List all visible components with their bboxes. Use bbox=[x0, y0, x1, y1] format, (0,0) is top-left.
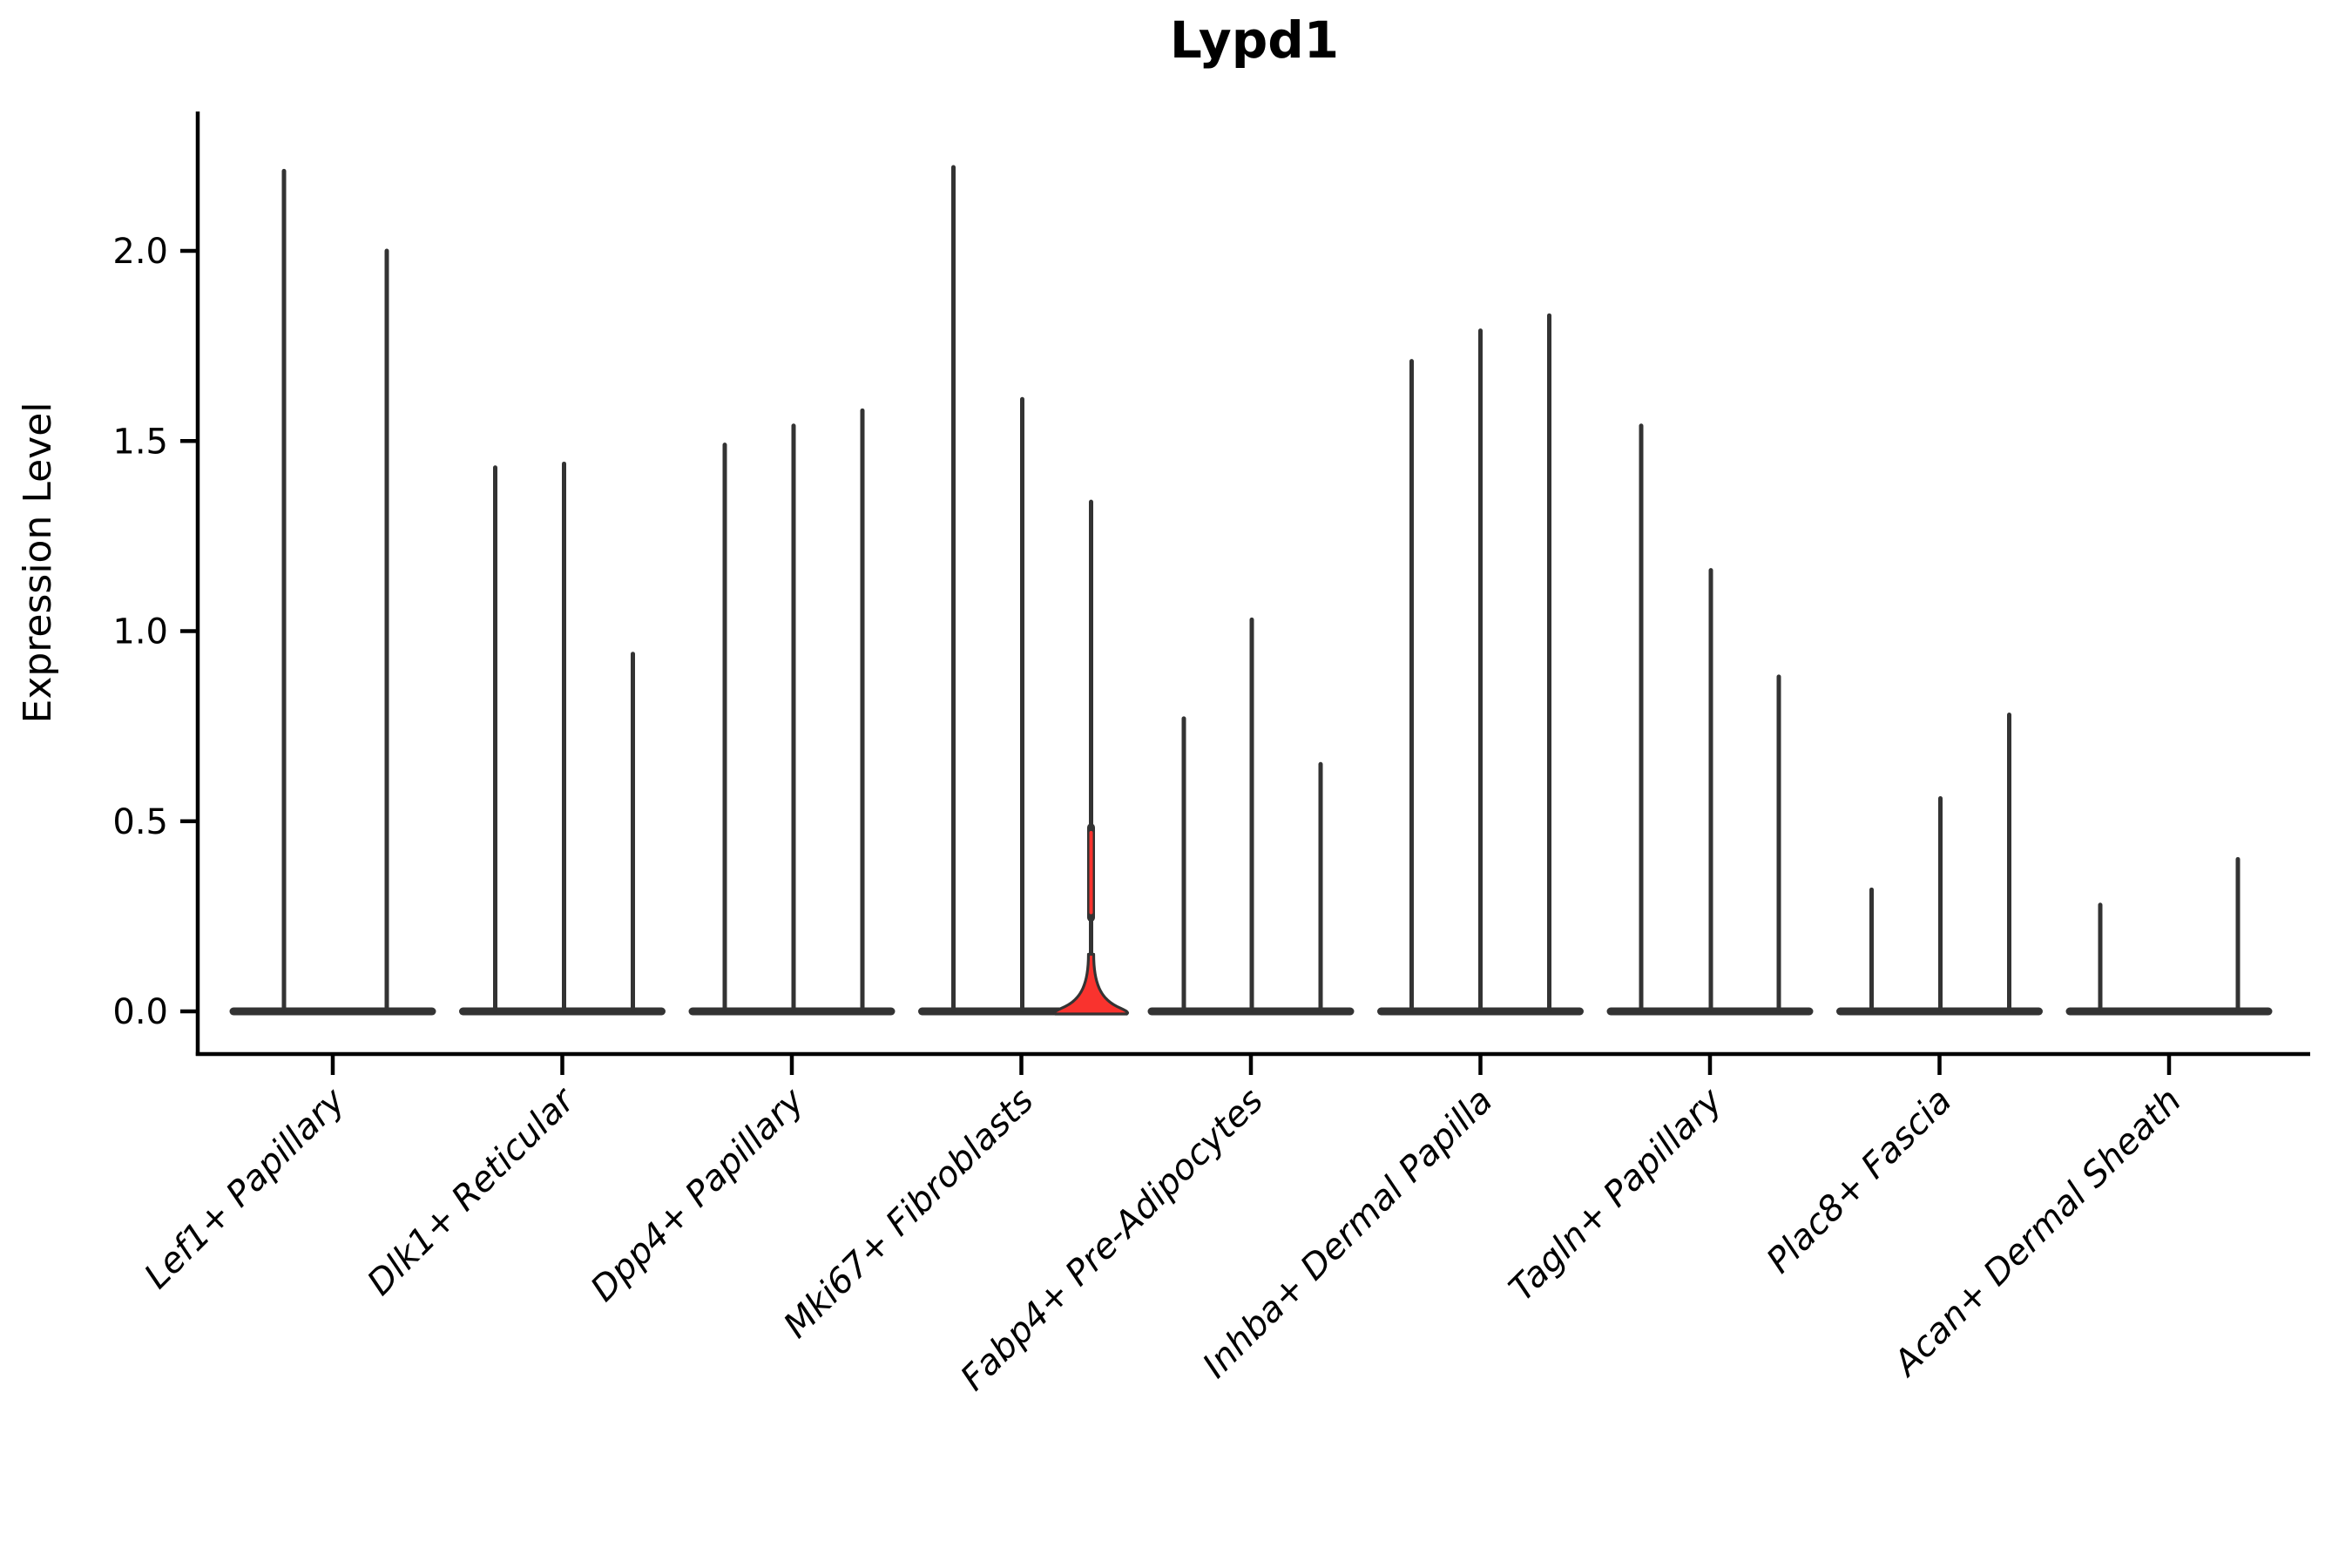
highlighted-violin-body bbox=[1052, 952, 1130, 1016]
y-tick-label: 1.5 bbox=[112, 422, 168, 462]
x-axis-ticks: Lef1+ Papillary Dlk1+ Reticular Dpp4+ Papi… bbox=[137, 1054, 2189, 1398]
y-tick-label: 2.0 bbox=[112, 232, 168, 272]
x-tick-label: Dpp4+ Papillary bbox=[584, 1080, 813, 1309]
x-tick-label: Tagln+ Papillary bbox=[1502, 1080, 1731, 1309]
y-axis-ticks: 0.0 0.5 1.0 1.5 2.0 bbox=[112, 232, 198, 1032]
page-title: Lypd1 bbox=[1170, 10, 1339, 70]
y-axis-label: Expression Level bbox=[16, 402, 60, 724]
x-tick-label: Dlk1+ Reticular bbox=[360, 1079, 584, 1303]
x-tick-label: Lef1+ Papillary bbox=[137, 1080, 354, 1297]
y-tick-label: 0.0 bbox=[112, 992, 168, 1032]
y-tick-label: 0.5 bbox=[112, 802, 168, 842]
y-tick-label: 1.0 bbox=[112, 612, 168, 652]
violins bbox=[229, 165, 2273, 1016]
x-tick-label: Plac8+ Fascia bbox=[1759, 1081, 1959, 1281]
x-tick-label: Mki67+ Fibroblasts bbox=[776, 1081, 1042, 1347]
